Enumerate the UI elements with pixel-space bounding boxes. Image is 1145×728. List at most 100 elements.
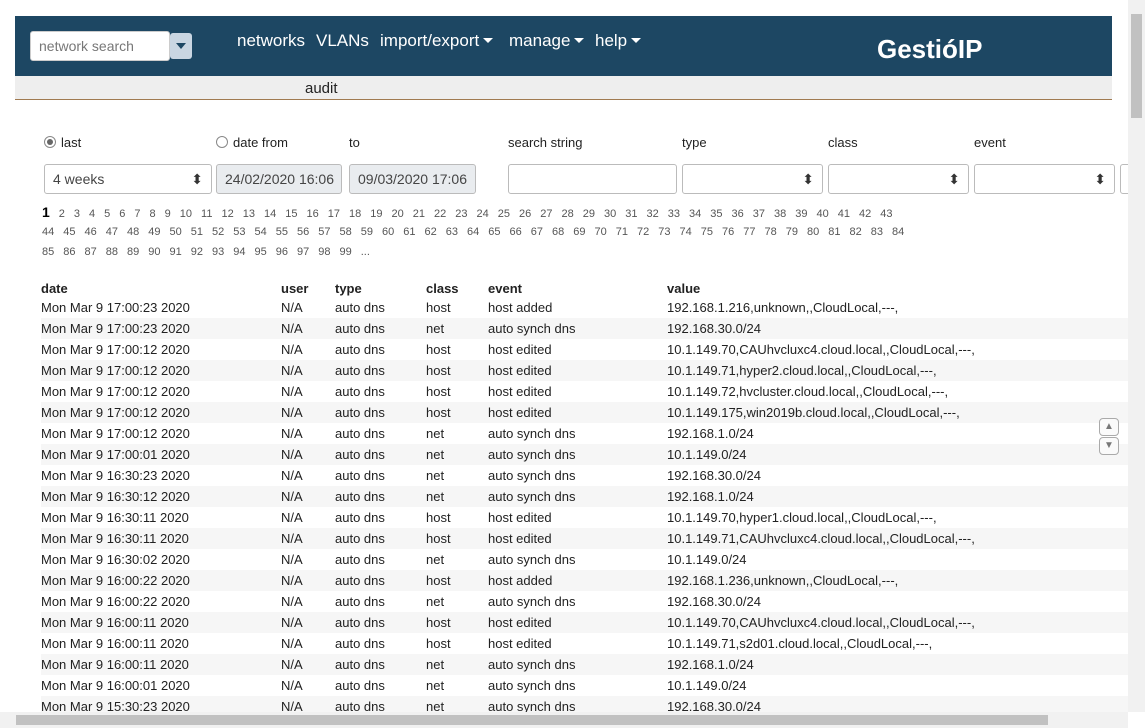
page-link[interactable]: 77 [743, 222, 755, 242]
page-link[interactable]: 35 [710, 204, 722, 224]
radio-last[interactable]: last [44, 135, 81, 150]
page-link[interactable]: 81 [828, 222, 840, 242]
page-link[interactable]: 95 [255, 242, 267, 262]
page-link[interactable]: 91 [170, 242, 182, 262]
page-link[interactable]: 84 [892, 222, 904, 242]
page-link[interactable]: 60 [382, 222, 394, 242]
nav-menu[interactable]: help [595, 31, 641, 51]
select-last[interactable]: 4 weeks [44, 164, 212, 194]
page-link[interactable]: 13 [243, 204, 255, 224]
page-link[interactable]: 15 [285, 204, 297, 224]
page-link[interactable]: 18 [349, 204, 361, 224]
page-link[interactable]: 8 [150, 204, 156, 224]
date-to[interactable]: 09/03/2020 17:06 [349, 164, 476, 194]
page-link[interactable]: 34 [689, 204, 701, 224]
page-link[interactable]: 67 [531, 222, 543, 242]
brand[interactable]: GestióIP [877, 34, 982, 65]
page-link[interactable]: 74 [680, 222, 692, 242]
select-type[interactable] [682, 164, 823, 194]
page-link[interactable]: 53 [233, 222, 245, 242]
page-link[interactable]: 19 [370, 204, 382, 224]
page-link[interactable]: 11 [201, 204, 212, 224]
page-link[interactable]: 71 [616, 222, 628, 242]
page-link[interactable]: 10 [180, 204, 192, 224]
page-link[interactable]: 56 [297, 222, 309, 242]
nav-link[interactable]: networks [237, 31, 305, 51]
page-link[interactable]: 76 [722, 222, 734, 242]
page-link[interactable]: 43 [880, 204, 892, 224]
page-link[interactable]: 36 [731, 204, 743, 224]
scroll-bottom[interactable]: ▼ [1099, 437, 1119, 455]
page-link[interactable]: 73 [658, 222, 670, 242]
page-link[interactable]: 88 [106, 242, 118, 262]
page-link[interactable]: 39 [795, 204, 807, 224]
page-link[interactable]: 75 [701, 222, 713, 242]
page-link[interactable]: 26 [519, 204, 531, 224]
page-link[interactable]: 63 [446, 222, 458, 242]
page-link[interactable]: 96 [276, 242, 288, 262]
page-link[interactable]: 42 [859, 204, 871, 224]
page-link[interactable]: 69 [573, 222, 585, 242]
page-link[interactable]: 85 [42, 242, 54, 262]
nav-menu[interactable]: manage [509, 31, 584, 51]
select-class[interactable] [828, 164, 969, 194]
page-link[interactable]: 92 [191, 242, 203, 262]
page-link[interactable]: 68 [552, 222, 564, 242]
page-link[interactable]: 14 [264, 204, 276, 224]
page-link[interactable]: 97 [297, 242, 309, 262]
radio[interactable] [44, 136, 56, 148]
page-link[interactable]: 58 [340, 222, 352, 242]
page-link[interactable]: 64 [467, 222, 479, 242]
page-link[interactable]: 78 [765, 222, 777, 242]
page-link[interactable]: 86 [63, 242, 75, 262]
page-link[interactable]: 21 [413, 204, 425, 224]
page-link[interactable]: 41 [838, 204, 850, 224]
page-link[interactable]: 7 [134, 204, 140, 224]
page-link[interactable]: 59 [361, 222, 373, 242]
page-link[interactable]: 80 [807, 222, 819, 242]
page-link[interactable]: 45 [63, 222, 75, 242]
page-link[interactable]: 62 [425, 222, 437, 242]
page-link[interactable]: 22 [434, 204, 446, 224]
page-link[interactable]: 49 [148, 222, 160, 242]
page-link[interactable]: 24 [476, 204, 488, 224]
page-link[interactable]: 93 [212, 242, 224, 262]
page-link[interactable]: 51 [191, 222, 203, 242]
radio[interactable] [216, 136, 228, 148]
page-link[interactable]: 20 [391, 204, 403, 224]
page-link[interactable]: 25 [498, 204, 510, 224]
scroll-thumb[interactable] [16, 715, 1048, 725]
page-link[interactable]: ... [361, 242, 370, 262]
page-link[interactable]: 32 [646, 204, 658, 224]
page-link[interactable]: 4 [89, 204, 95, 224]
page-link[interactable]: 90 [148, 242, 160, 262]
page-link[interactable]: 5 [104, 204, 110, 224]
page-link[interactable]: 55 [276, 222, 288, 242]
page-link[interactable]: 83 [871, 222, 883, 242]
page-link[interactable]: 65 [488, 222, 500, 242]
nav-link[interactable]: VLANs [316, 31, 369, 51]
page-link[interactable]: 12 [221, 204, 233, 224]
page-link[interactable]: 38 [774, 204, 786, 224]
nav-menu[interactable]: import/export [380, 31, 493, 51]
page-link[interactable]: 89 [127, 242, 139, 262]
page-link[interactable]: 48 [127, 222, 139, 242]
page-link[interactable]: 6 [119, 204, 125, 224]
page-link[interactable]: 79 [786, 222, 798, 242]
page-link[interactable]: 27 [540, 204, 552, 224]
page-link[interactable]: 99 [340, 242, 352, 262]
scroll-top[interactable]: ▲ [1099, 418, 1119, 436]
page-link[interactable]: 54 [255, 222, 267, 242]
page-link[interactable]: 17 [328, 204, 340, 224]
page-link[interactable]: 66 [510, 222, 522, 242]
page-link[interactable]: 87 [85, 242, 97, 262]
page-link[interactable]: 52 [212, 222, 224, 242]
page-link[interactable]: 98 [318, 242, 330, 262]
radio-date[interactable]: date from [216, 135, 288, 150]
page-link[interactable]: 94 [233, 242, 245, 262]
page-link[interactable]: 2 [59, 204, 65, 224]
scroll-thumb[interactable] [1131, 14, 1142, 118]
page-link[interactable]: 16 [306, 204, 318, 224]
page-link[interactable]: 46 [85, 222, 97, 242]
page-link[interactable]: 3 [74, 204, 80, 224]
